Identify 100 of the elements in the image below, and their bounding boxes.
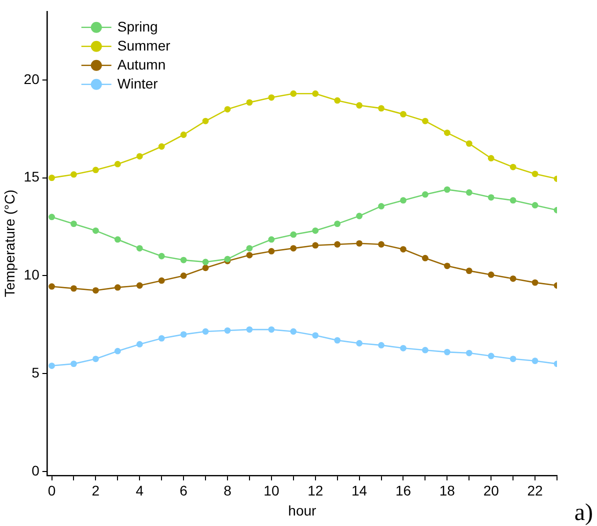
legend-label: Autumn bbox=[117, 56, 166, 72]
point bbox=[246, 326, 253, 333]
legend-label: Summer bbox=[117, 37, 171, 54]
x-tick-label: 8 bbox=[224, 482, 232, 499]
point bbox=[334, 241, 341, 248]
point bbox=[400, 246, 406, 252]
point bbox=[158, 143, 165, 150]
point bbox=[136, 245, 143, 252]
point bbox=[246, 252, 253, 258]
point bbox=[532, 202, 538, 208]
point bbox=[48, 362, 55, 369]
point bbox=[48, 283, 55, 290]
point bbox=[356, 102, 362, 109]
point bbox=[466, 189, 472, 196]
point bbox=[312, 90, 319, 97]
point bbox=[158, 335, 165, 342]
x-tick-label: 12 bbox=[308, 482, 324, 499]
point bbox=[224, 327, 231, 334]
point bbox=[92, 287, 99, 294]
point bbox=[378, 241, 384, 248]
point bbox=[92, 227, 99, 234]
x-tick-label: 14 bbox=[352, 482, 368, 499]
point bbox=[466, 140, 472, 147]
point bbox=[312, 242, 319, 249]
y-tick-label: 20 bbox=[24, 70, 40, 87]
point bbox=[466, 350, 472, 356]
point bbox=[466, 268, 472, 274]
text: a) bbox=[574, 500, 593, 526]
point bbox=[136, 282, 143, 289]
point bbox=[378, 203, 384, 210]
point bbox=[444, 348, 450, 356]
point bbox=[334, 337, 341, 344]
point bbox=[290, 328, 297, 335]
x-axis-title: hour bbox=[288, 502, 317, 518]
point bbox=[180, 132, 187, 138]
x-tick-label: 20 bbox=[483, 482, 500, 499]
point bbox=[488, 155, 494, 162]
legend-label: Winter bbox=[117, 75, 158, 92]
legend-label: Spring bbox=[117, 18, 158, 34]
point bbox=[290, 245, 297, 252]
point bbox=[70, 171, 77, 178]
point bbox=[510, 356, 516, 362]
point bbox=[444, 130, 450, 136]
point bbox=[246, 245, 253, 252]
point bbox=[114, 348, 121, 354]
point bbox=[334, 97, 341, 104]
point bbox=[488, 272, 494, 278]
point bbox=[400, 197, 406, 204]
point bbox=[422, 254, 428, 262]
point bbox=[400, 110, 406, 118]
x-tick-label: 10 bbox=[264, 482, 280, 499]
point bbox=[532, 170, 538, 178]
y-tick-label: 10 bbox=[24, 266, 40, 283]
point bbox=[92, 356, 99, 362]
point bbox=[510, 197, 516, 204]
point bbox=[268, 236, 275, 243]
point bbox=[532, 358, 538, 364]
point bbox=[378, 105, 384, 112]
point bbox=[268, 94, 275, 101]
point bbox=[356, 240, 362, 247]
point bbox=[246, 99, 253, 106]
point bbox=[312, 227, 319, 234]
point bbox=[356, 212, 362, 220]
point bbox=[48, 214, 55, 220]
point bbox=[290, 90, 297, 97]
point bbox=[70, 360, 77, 368]
y-tick-label: 5 bbox=[32, 364, 40, 380]
y-axis-title: Temperature (°C) bbox=[1, 190, 18, 298]
point bbox=[510, 164, 516, 170]
point bbox=[202, 258, 209, 266]
y-tick-label: 0 bbox=[32, 462, 40, 478]
point bbox=[114, 236, 121, 243]
x-tick-label: 16 bbox=[395, 482, 412, 499]
point bbox=[268, 248, 275, 254]
point bbox=[136, 341, 143, 348]
point bbox=[48, 174, 55, 182]
point bbox=[158, 252, 165, 260]
point bbox=[180, 256, 187, 264]
x-tick-label: 22 bbox=[527, 482, 544, 499]
point bbox=[422, 118, 428, 124]
point bbox=[290, 231, 297, 238]
point bbox=[532, 279, 538, 286]
point bbox=[444, 186, 450, 193]
point bbox=[92, 166, 99, 174]
point bbox=[202, 328, 209, 335]
point bbox=[422, 191, 428, 198]
y-tick-label: 15 bbox=[24, 168, 40, 185]
point bbox=[422, 346, 428, 354]
point bbox=[356, 340, 362, 346]
point bbox=[224, 106, 231, 112]
point bbox=[202, 264, 209, 272]
point bbox=[114, 160, 121, 168]
point bbox=[488, 194, 494, 201]
point bbox=[312, 332, 319, 339]
point bbox=[444, 262, 450, 270]
point bbox=[158, 277, 165, 284]
point bbox=[334, 220, 341, 228]
x-tick-label: 2 bbox=[92, 482, 100, 499]
point bbox=[378, 342, 384, 348]
point bbox=[114, 284, 121, 291]
